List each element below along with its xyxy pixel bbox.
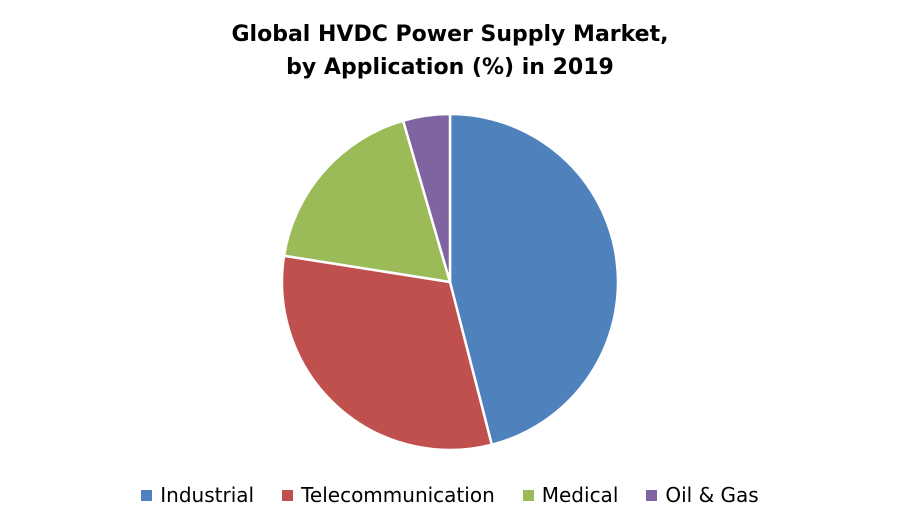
legend: Industrial Telecommunication Medical Oil… (0, 480, 900, 510)
legend-label-telecommunication: Telecommunication (301, 483, 495, 507)
legend-label-medical: Medical (541, 483, 619, 507)
chart-title: Global HVDC Power Supply Market, by Appl… (0, 18, 900, 84)
legend-swatch-medical (522, 489, 534, 501)
legend-item-telecommunication: Telecommunication (282, 483, 495, 507)
pie-chart (280, 112, 620, 452)
legend-item-medical: Medical (522, 483, 619, 507)
legend-item-industrial: Industrial (141, 483, 254, 507)
legend-swatch-oil-gas (646, 489, 658, 501)
legend-item-oil-gas: Oil & Gas (646, 483, 759, 507)
legend-swatch-industrial (141, 489, 153, 501)
pie-slice-industrial (448, 112, 620, 446)
pie-slice-telecommunication (280, 254, 494, 452)
legend-label-industrial: Industrial (160, 483, 255, 507)
chart-title-line-1: Global HVDC Power Supply Market, (231, 22, 669, 47)
chart-subtitle: by Application (%) in 2019 (286, 55, 614, 80)
pie-slice-medical (282, 119, 452, 284)
pie-slice-oil-gas (401, 112, 452, 284)
legend-label-oil-gas: Oil & Gas (665, 483, 759, 507)
legend-swatch-telecommunication (282, 489, 294, 501)
